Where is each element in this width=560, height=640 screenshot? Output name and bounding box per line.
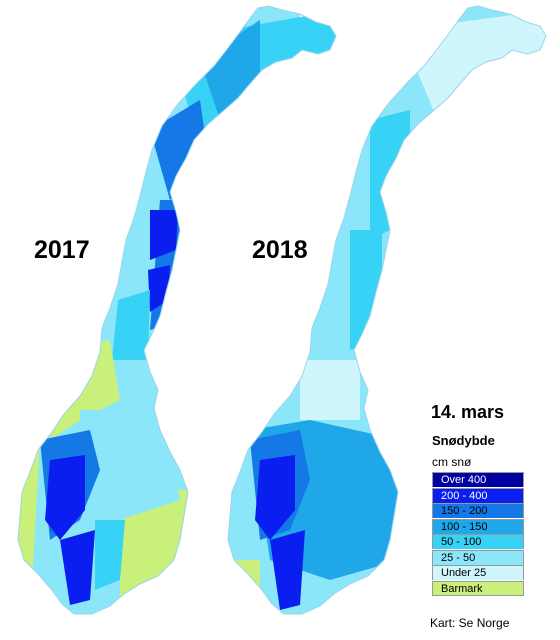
legend-swatch: 200 - 400 — [432, 487, 524, 503]
legend-swatch: 50 - 100 — [432, 534, 524, 549]
map-credit: Kart: Se Norge — [430, 616, 510, 630]
legend-swatch: Barmark — [432, 580, 524, 596]
legend-swatch: 25 - 50 — [432, 549, 524, 565]
legend-item: 100 - 150 — [432, 518, 524, 535]
legend-item: 50 - 100 — [432, 534, 524, 550]
year-label-2018: 2018 — [252, 236, 308, 264]
legend-title: Snødybde — [432, 433, 495, 448]
legend-swatch: 150 - 200 — [432, 503, 524, 518]
legend: Over 400 200 - 400 150 - 200 100 - 150 5… — [432, 472, 524, 596]
year-label-2017: 2017 — [34, 236, 90, 264]
legend-unit: cm snø — [432, 455, 472, 469]
legend-item: 150 - 200 — [432, 503, 524, 519]
legend-date: 14. mars — [431, 402, 505, 422]
legend-swatch: 100 - 150 — [432, 518, 524, 534]
legend-swatch: Over 400 — [432, 472, 524, 487]
legend-item: 200 - 400 — [432, 487, 524, 504]
legend-swatch: Under 25 — [432, 565, 524, 580]
legend-item: Barmark — [432, 580, 524, 597]
legend-item: Over 400 — [432, 472, 524, 488]
legend-item: Under 25 — [432, 565, 524, 581]
legend-item: 25 - 50 — [432, 549, 524, 566]
